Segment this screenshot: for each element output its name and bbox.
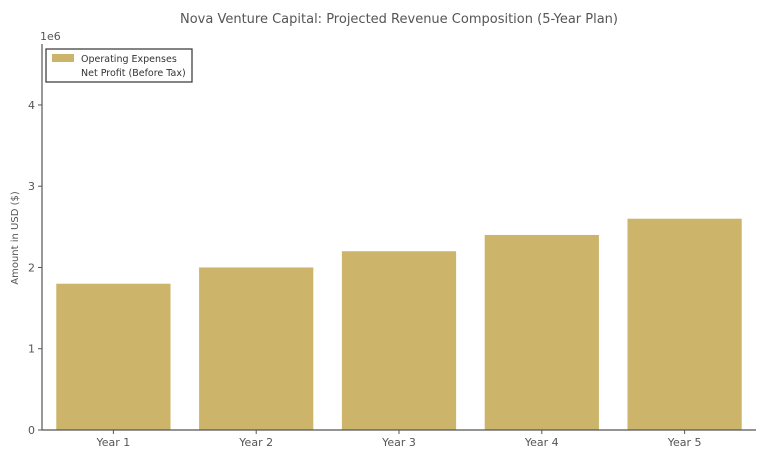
bar-operating-expenses-5 <box>627 218 742 430</box>
legend-swatch-operating-expenses <box>52 54 74 62</box>
y-tick-label: 1 <box>28 343 35 356</box>
x-tick-label: Year 3 <box>381 436 416 449</box>
x-tick-label: Year 1 <box>96 436 131 449</box>
x-tick-label: Year 2 <box>238 436 273 449</box>
y-axis-label: Amount in USD ($) <box>10 191 21 285</box>
x-tick-label: Year 4 <box>524 436 559 449</box>
legend: Operating Expenses Net Profit (Before Ta… <box>45 48 193 83</box>
y-tick-label: 4 <box>28 99 35 112</box>
y-ticks-group: 0 1 2 3 4 <box>28 99 42 437</box>
y-tick-label: 0 <box>28 424 35 437</box>
bar-operating-expenses-3 <box>341 251 457 430</box>
y-tick-label: 3 <box>28 180 35 193</box>
bar-operating-expenses-4 <box>484 234 599 430</box>
x-tick-label: Year 5 <box>667 436 702 449</box>
legend-label-net-profit: Net Profit (Before Tax) <box>81 68 186 79</box>
x-ticks-group: Year 1 Year 2 Year 3 Year 4 Year 5 <box>96 430 702 449</box>
y-tick-label: 2 <box>28 261 35 274</box>
bar-operating-expenses-2 <box>199 267 314 430</box>
y-axis-offset-label: 1e6 <box>40 30 61 43</box>
legend-swatch-net-profit <box>52 68 74 76</box>
legend-label-operating-expenses: Operating Expenses <box>81 54 177 65</box>
chart-title: Nova Venture Capital: Projected Revenue … <box>180 12 618 27</box>
bars-group <box>56 218 742 430</box>
bar-operating-expenses-1 <box>56 283 171 430</box>
